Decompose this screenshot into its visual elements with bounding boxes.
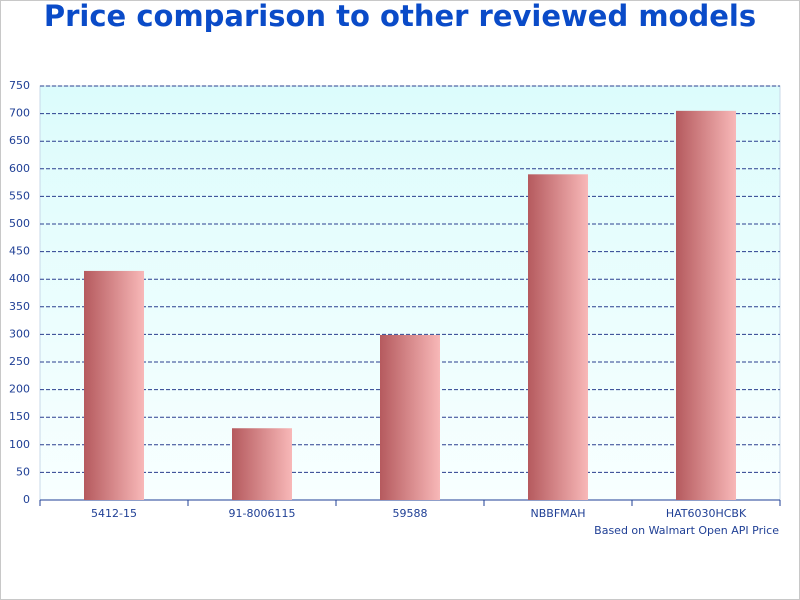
y-tick-label: 0 xyxy=(23,493,30,506)
x-tick-label: 5412-15 xyxy=(91,507,137,520)
y-tick-label: 450 xyxy=(9,245,30,258)
y-tick-label: 250 xyxy=(9,355,30,368)
y-tick-label: 550 xyxy=(9,189,30,202)
y-tick-label: 150 xyxy=(9,410,30,423)
bar xyxy=(676,110,736,500)
bar xyxy=(380,334,440,500)
y-tick-label: 650 xyxy=(9,134,30,147)
y-tick-label: 300 xyxy=(9,327,30,340)
y-tick-label: 500 xyxy=(9,217,30,230)
source-note: Based on Walmart Open API Price xyxy=(594,524,779,537)
chart-title: Price comparison to other reviewed model… xyxy=(44,0,756,33)
bar xyxy=(232,428,292,500)
y-tick-label: 700 xyxy=(9,107,30,120)
bar xyxy=(528,174,588,500)
x-tick-label: 59588 xyxy=(393,507,428,520)
y-tick-label: 750 xyxy=(9,79,30,92)
x-tick-label: NBBFMAH xyxy=(531,507,586,520)
x-tick-label: 91-8006115 xyxy=(229,507,296,520)
y-tick-label: 200 xyxy=(9,383,30,396)
x-tick-label: HAT6030HCBK xyxy=(666,507,747,520)
y-tick-label: 400 xyxy=(9,272,30,285)
bar xyxy=(84,270,144,500)
y-tick-label: 50 xyxy=(16,465,30,478)
y-tick-label: 100 xyxy=(9,438,30,451)
y-tick-label: 600 xyxy=(9,162,30,175)
y-tick-label: 350 xyxy=(9,300,30,313)
